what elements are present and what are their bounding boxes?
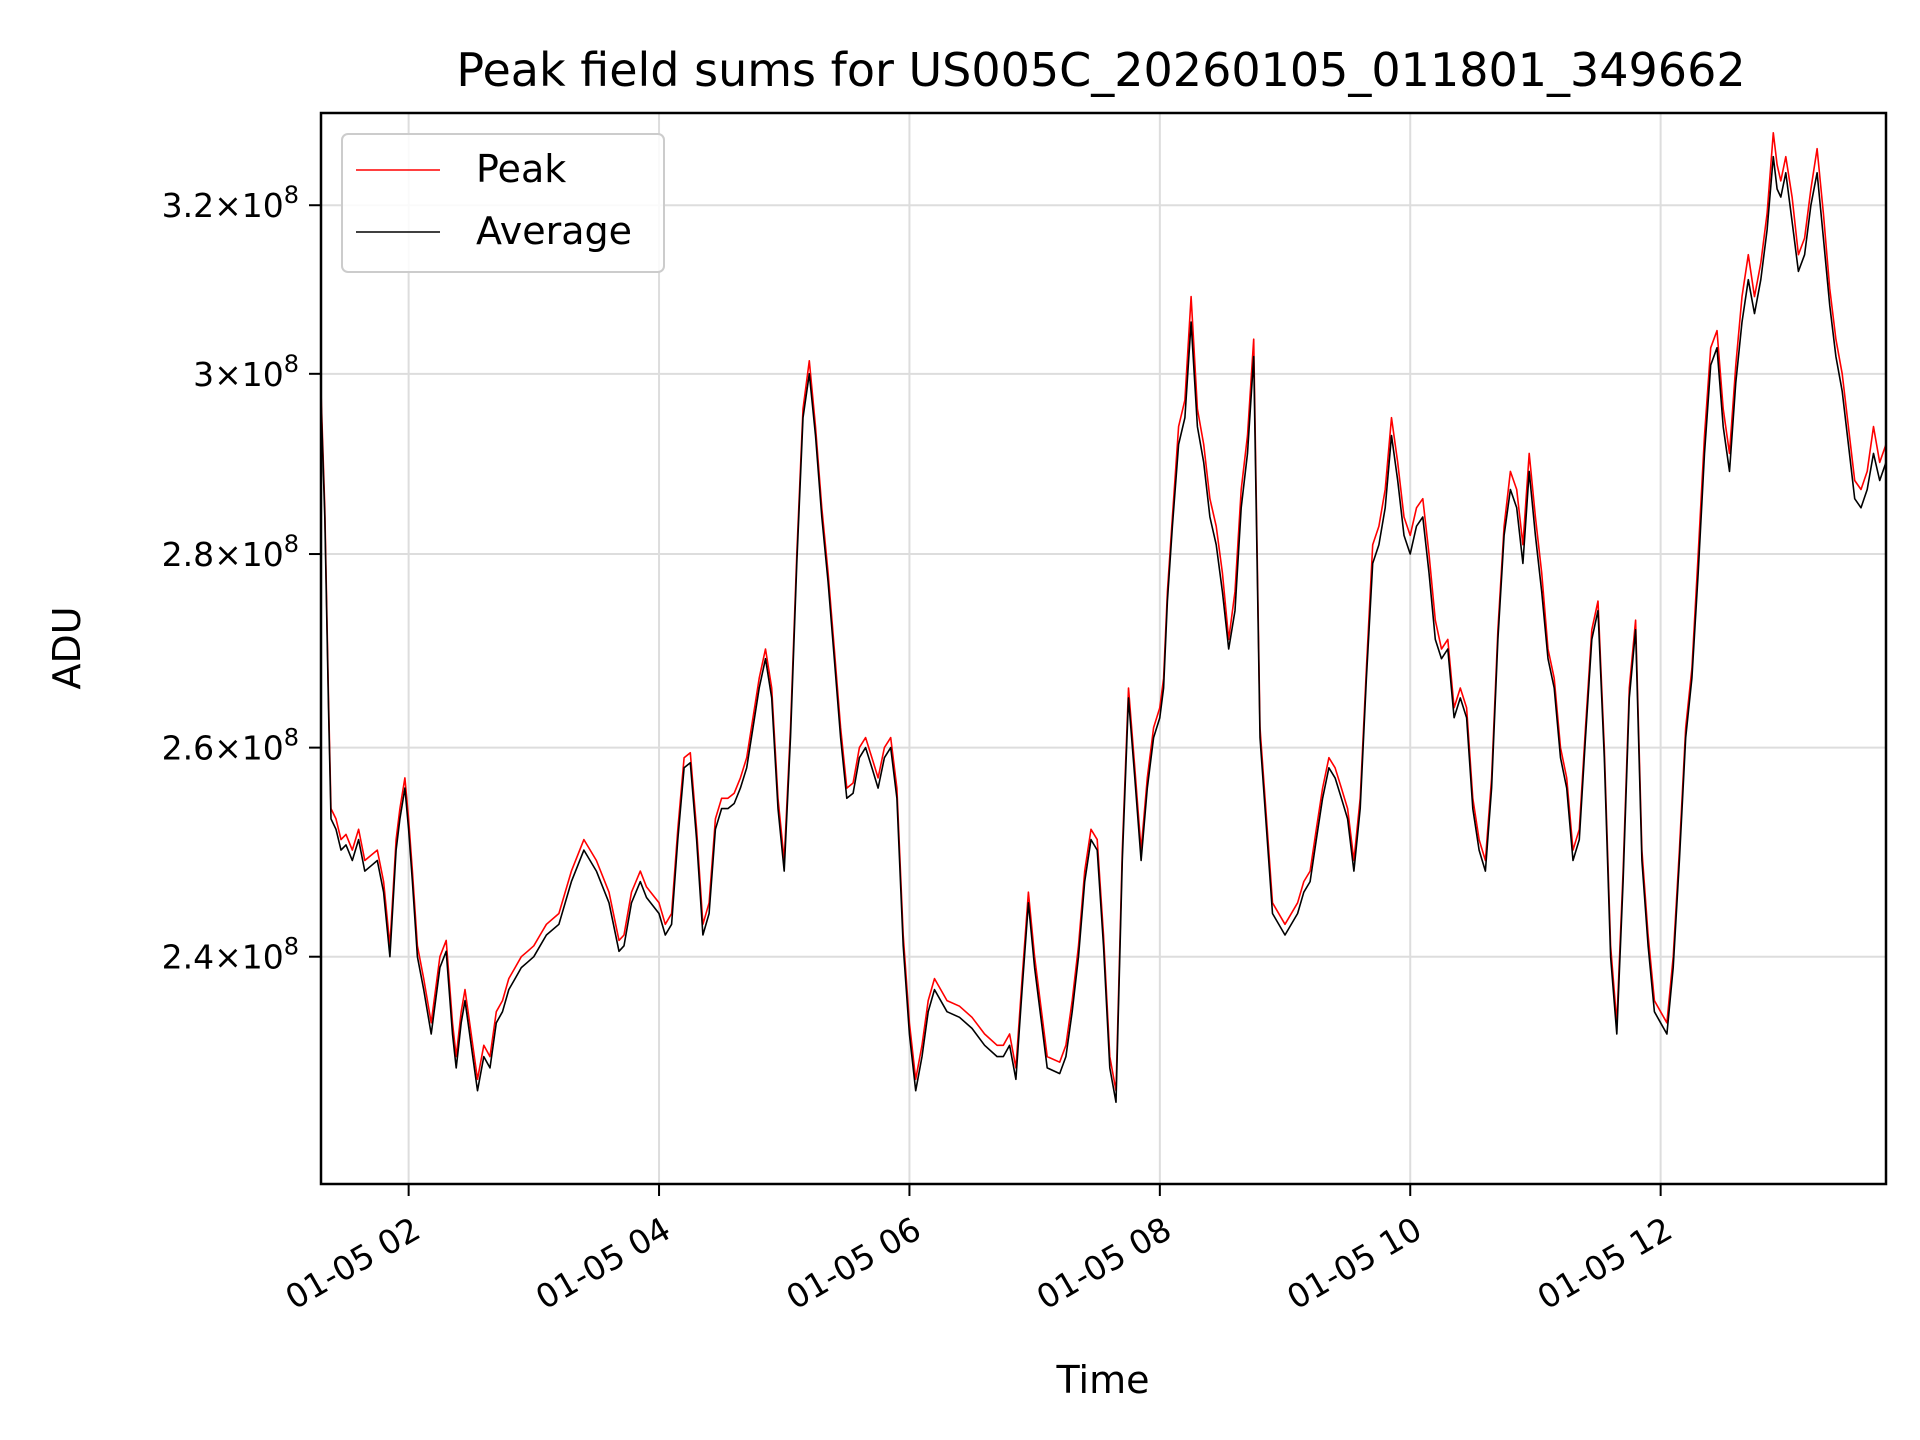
plot-lines bbox=[321, 132, 1886, 1103]
y-tick-label: 3.2×108 bbox=[162, 181, 299, 225]
y-tick-label: 2.8×108 bbox=[162, 530, 299, 574]
legend-box bbox=[341, 133, 665, 273]
x-axis-label: Time bbox=[1056, 1358, 1150, 1402]
legend: Peak Average bbox=[341, 133, 665, 273]
y-tick-label: 2.6×108 bbox=[162, 724, 299, 768]
y-tick-label: 2.4×108 bbox=[162, 933, 299, 977]
series-line-average bbox=[321, 155, 1886, 1103]
plot-frame bbox=[319, 111, 1888, 1186]
y-tick-label: 3×108 bbox=[193, 350, 299, 394]
y-axis-label: ADU bbox=[45, 606, 89, 689]
y-axis-ticks: 2.4×108 2.6×108 2.8×108 3×108 3.2×108 bbox=[162, 181, 321, 977]
chart-title: Peak field sums for US005C_20260105_0118… bbox=[456, 43, 1745, 97]
grid-lines bbox=[321, 113, 1886, 1184]
legend-label-average: Average bbox=[476, 209, 632, 253]
legend-label-peak: Peak bbox=[476, 147, 566, 191]
